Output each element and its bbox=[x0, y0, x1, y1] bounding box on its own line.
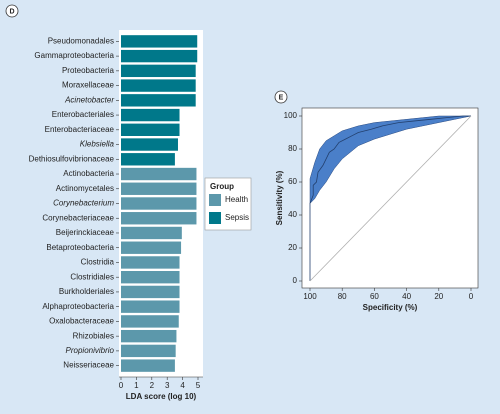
panel-label: D bbox=[9, 8, 14, 15]
y-tick-label: Pseudomonadales bbox=[48, 36, 114, 45]
y-tick-label: Neisseriaceae bbox=[63, 361, 114, 370]
bar bbox=[121, 167, 197, 181]
confidence-band bbox=[309, 115, 472, 205]
bar bbox=[121, 256, 180, 269]
y-tick-label: Burkholderiales bbox=[59, 287, 114, 296]
panel-badge bbox=[274, 90, 288, 104]
x-tick-label: 40 bbox=[402, 292, 411, 301]
y-tick-label: Enterobacteriaceae bbox=[45, 125, 115, 134]
bar bbox=[121, 359, 175, 372]
bar bbox=[121, 212, 197, 225]
roc-line bbox=[309, 115, 471, 281]
y-tick-label: Clostridiales bbox=[70, 272, 114, 281]
y-tick-label: Corynebacteriaceae bbox=[42, 213, 114, 222]
y-tick-label: 0 bbox=[293, 276, 298, 285]
y-tick-label: Enterobacteriales bbox=[52, 110, 114, 119]
x-tick-label: 60 bbox=[370, 292, 379, 301]
y-tick-label: 100 bbox=[284, 111, 298, 120]
y-tick-label: Clostridia bbox=[81, 258, 115, 267]
bar bbox=[121, 123, 180, 136]
bar bbox=[121, 315, 179, 328]
roc-line bbox=[309, 115, 472, 282]
x-tick-label: 3 bbox=[165, 381, 170, 390]
plot-area bbox=[301, 107, 479, 289]
panel-badge bbox=[5, 4, 19, 18]
y-tick-label: 60 bbox=[288, 177, 297, 186]
legend-swatch bbox=[209, 194, 221, 206]
bar bbox=[121, 344, 176, 358]
bar bbox=[121, 153, 175, 166]
legend-title: Group bbox=[210, 182, 234, 191]
bar bbox=[121, 49, 198, 63]
x-tick-label: 0 bbox=[469, 292, 474, 301]
y-tick-label: Klebsiella bbox=[80, 140, 115, 149]
bar bbox=[121, 182, 197, 195]
x-axis-title: LDA score (log 10) bbox=[126, 392, 197, 401]
panel-label: E bbox=[279, 94, 284, 101]
legend-label: Sepsis bbox=[225, 213, 249, 222]
x-axis-title: Specificity (%) bbox=[363, 303, 418, 312]
bar bbox=[121, 271, 180, 284]
x-tick-label: 100 bbox=[303, 292, 317, 301]
y-tick-label: Rhizobiales bbox=[73, 331, 114, 340]
bar bbox=[121, 300, 180, 313]
y-tick-label: 40 bbox=[288, 210, 297, 219]
y-axis-title: Sensitivity (%) bbox=[275, 170, 284, 225]
y-tick-label: Actinomycetales bbox=[56, 184, 114, 193]
bar bbox=[121, 138, 178, 151]
bar bbox=[121, 35, 198, 48]
x-tick-label: 80 bbox=[338, 292, 347, 301]
y-tick-label: 20 bbox=[288, 243, 297, 252]
x-tick-label: 1 bbox=[134, 381, 139, 390]
x-tick-label: 20 bbox=[434, 292, 443, 301]
bar bbox=[121, 241, 182, 254]
bar bbox=[121, 94, 196, 107]
y-tick-label: Dethiosulfovibrionaceae bbox=[29, 154, 115, 163]
bar bbox=[121, 226, 182, 240]
bar bbox=[121, 79, 196, 92]
y-tick-label: Gammaproteobacteria bbox=[34, 51, 114, 60]
x-tick-label: 0 bbox=[119, 381, 124, 390]
x-tick-label: 5 bbox=[196, 381, 201, 390]
y-tick-label: Acinetobacter bbox=[64, 95, 114, 104]
y-tick-label: Beijerinckiaceae bbox=[56, 228, 115, 237]
y-tick-label: Alphaproteobacteria bbox=[42, 302, 114, 311]
bar bbox=[121, 285, 180, 299]
y-tick-label: Betaproteobacteria bbox=[46, 243, 114, 252]
bar bbox=[121, 64, 196, 78]
y-tick-label: Propionivibrio bbox=[66, 346, 115, 355]
y-tick-label: Corynebacterium bbox=[53, 199, 114, 208]
x-tick-label: 2 bbox=[150, 381, 155, 390]
y-tick-label: 80 bbox=[288, 144, 297, 153]
bar bbox=[121, 329, 177, 343]
legend-swatch bbox=[209, 212, 221, 224]
x-tick-label: 4 bbox=[180, 381, 185, 390]
bar bbox=[121, 197, 197, 210]
y-tick-label: Proteobacteria bbox=[62, 66, 115, 75]
legend-label: Health bbox=[225, 195, 248, 204]
y-tick-label: Moraxellaceae bbox=[62, 81, 115, 90]
y-tick-label: Actinobacteria bbox=[63, 169, 114, 178]
y-tick-label: Oxalobacteraceae bbox=[49, 317, 114, 326]
bar bbox=[121, 108, 180, 122]
